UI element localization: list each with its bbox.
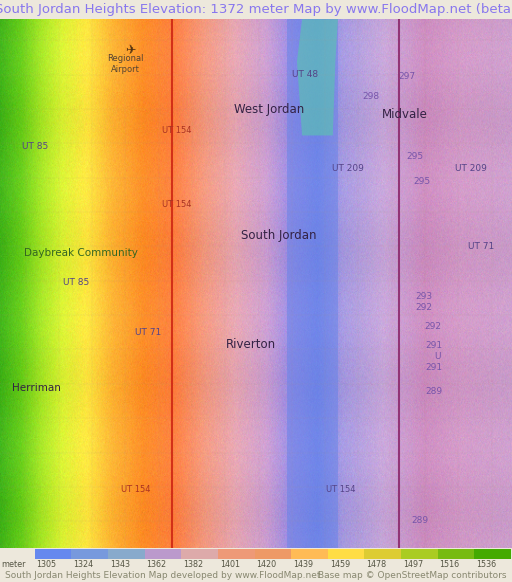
Text: 1401: 1401 — [220, 560, 240, 569]
Text: South Jordan: South Jordan — [241, 229, 317, 242]
Text: UT 154: UT 154 — [121, 485, 151, 494]
Bar — [254, 549, 291, 559]
Text: Base map © OpenStreetMap contributors: Base map © OpenStreetMap contributors — [318, 571, 507, 580]
Bar — [35, 549, 72, 559]
Text: 295: 295 — [414, 177, 431, 186]
Text: UT 209: UT 209 — [332, 164, 364, 173]
Text: UT 209: UT 209 — [455, 164, 487, 173]
Bar — [145, 549, 181, 559]
Polygon shape — [297, 19, 338, 136]
Text: UT 71: UT 71 — [135, 328, 162, 336]
Text: 291: 291 — [425, 364, 443, 372]
Text: 1439: 1439 — [293, 560, 313, 569]
Text: 1382: 1382 — [183, 560, 203, 569]
Text: 297: 297 — [398, 72, 416, 81]
Text: 1516: 1516 — [439, 560, 460, 569]
Bar — [72, 549, 108, 559]
Text: Herriman: Herriman — [12, 383, 61, 393]
Bar — [328, 549, 365, 559]
Text: 1536: 1536 — [476, 560, 496, 569]
Bar — [365, 549, 401, 559]
Text: 1478: 1478 — [366, 560, 387, 569]
Text: 1324: 1324 — [73, 560, 93, 569]
Polygon shape — [287, 19, 338, 548]
Text: 295: 295 — [406, 152, 423, 161]
Text: ✈: ✈ — [125, 44, 136, 58]
Text: 291: 291 — [425, 341, 443, 350]
Text: 292: 292 — [424, 322, 441, 331]
Text: UT 85: UT 85 — [62, 278, 89, 287]
Bar — [291, 549, 328, 559]
Text: 1305: 1305 — [37, 560, 57, 569]
Text: UT 48: UT 48 — [291, 70, 318, 79]
Text: 298: 298 — [362, 92, 380, 101]
Bar — [218, 549, 254, 559]
Text: UT 85: UT 85 — [22, 141, 48, 151]
Text: UT 71: UT 71 — [468, 242, 495, 251]
Text: 1420: 1420 — [257, 560, 276, 569]
Bar — [181, 549, 218, 559]
Bar — [438, 549, 474, 559]
Text: West Jordan: West Jordan — [233, 102, 304, 116]
Text: UT 154: UT 154 — [326, 485, 355, 494]
Bar — [401, 549, 438, 559]
Text: South Jordan Heights Elevation Map developed by www.FloodMap.net: South Jordan Heights Elevation Map devel… — [5, 571, 321, 580]
Text: U: U — [435, 352, 441, 361]
Text: 1459: 1459 — [330, 560, 350, 569]
Text: Midvale: Midvale — [381, 108, 428, 121]
Text: Daybreak Community: Daybreak Community — [24, 248, 138, 258]
Text: UT 154: UT 154 — [162, 126, 191, 134]
Text: UT 154: UT 154 — [162, 200, 191, 209]
Text: Regional
Airport: Regional Airport — [107, 55, 144, 74]
Text: Riverton: Riverton — [226, 338, 276, 351]
Text: 1362: 1362 — [146, 560, 166, 569]
Text: 293: 293 — [415, 292, 433, 301]
Text: 289: 289 — [411, 516, 429, 525]
Bar — [108, 549, 145, 559]
Text: South Jordan Heights Elevation: 1372 meter Map by www.FloodMap.net (beta): South Jordan Heights Elevation: 1372 met… — [0, 3, 512, 16]
Text: 292: 292 — [415, 303, 433, 312]
Text: 1343: 1343 — [110, 560, 130, 569]
Text: meter: meter — [1, 560, 26, 569]
Bar — [474, 549, 511, 559]
Text: 1497: 1497 — [403, 560, 423, 569]
Text: 289: 289 — [425, 387, 443, 396]
